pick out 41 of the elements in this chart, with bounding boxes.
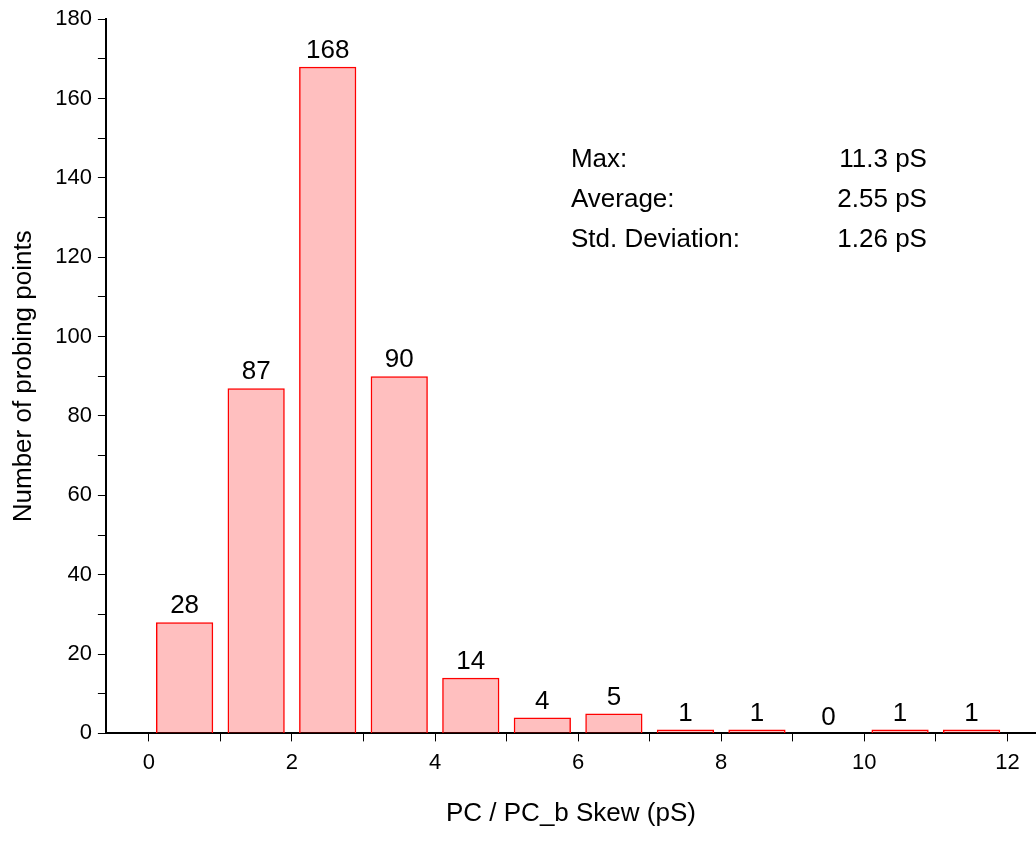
data-label: 90 [384, 343, 414, 374]
bar [299, 66, 357, 733]
bar [585, 713, 643, 733]
data-label: 14 [456, 645, 486, 676]
x-tick-label: 2 [285, 748, 299, 774]
data-label: 1 [678, 696, 693, 727]
data-label: 1 [749, 696, 765, 727]
x-tick-label: 6 [571, 748, 585, 774]
x-tick-label: 4 [428, 748, 442, 774]
y-tick-label: 40 [67, 560, 92, 586]
y-axis-title: Number of probing points [6, 230, 37, 523]
x-tick-label: 10 [852, 748, 877, 774]
text: Max: 11.3 pS [570, 143, 927, 174]
data-label: 1 [892, 696, 908, 727]
bar [155, 622, 214, 733]
y-tick-label: 160 [55, 84, 92, 110]
y-tick-label: 80 [67, 402, 92, 428]
y-tick-label: 0 [79, 719, 92, 745]
data-label: 28 [170, 589, 200, 620]
data-label: 4 [535, 684, 550, 715]
x-tick-label: 0 [142, 748, 155, 774]
data-label: 5 [606, 680, 622, 711]
x-tick-label: 12 [995, 748, 1020, 774]
data-label: 0 [821, 700, 836, 731]
bar [227, 388, 285, 733]
text: Std. Deviation: 1.26 pS [570, 223, 927, 254]
y-tick-label: 100 [55, 322, 92, 348]
bar [442, 677, 500, 733]
data-label: 168 [306, 33, 350, 64]
y-tick-label: 140 [55, 163, 92, 189]
text: Average: 2.55 pS [570, 183, 927, 214]
data-label: 87 [241, 355, 271, 386]
y-tick-label: 20 [67, 640, 92, 666]
data-label: 1 [964, 696, 979, 727]
y-tick-label: 120 [55, 243, 92, 269]
y-tick-label: 60 [67, 481, 92, 507]
y-tick-label: 180 [55, 5, 92, 31]
x-axis-title: PC / PC_b Skew (pS) [445, 796, 696, 827]
x-tick-label: 8 [715, 748, 728, 774]
bar [370, 376, 428, 733]
bar [513, 717, 571, 733]
